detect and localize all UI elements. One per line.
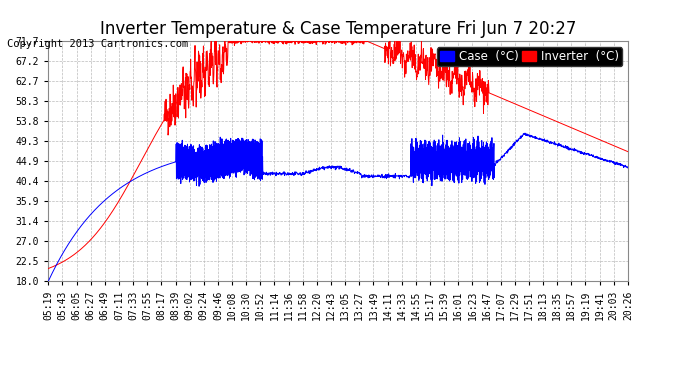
Legend: Case  (°C), Inverter  (°C): Case (°C), Inverter (°C) xyxy=(437,47,622,66)
Title: Inverter Temperature & Case Temperature Fri Jun 7 20:27: Inverter Temperature & Case Temperature … xyxy=(100,20,576,38)
Text: Copyright 2013 Cartronics.com: Copyright 2013 Cartronics.com xyxy=(7,39,188,50)
